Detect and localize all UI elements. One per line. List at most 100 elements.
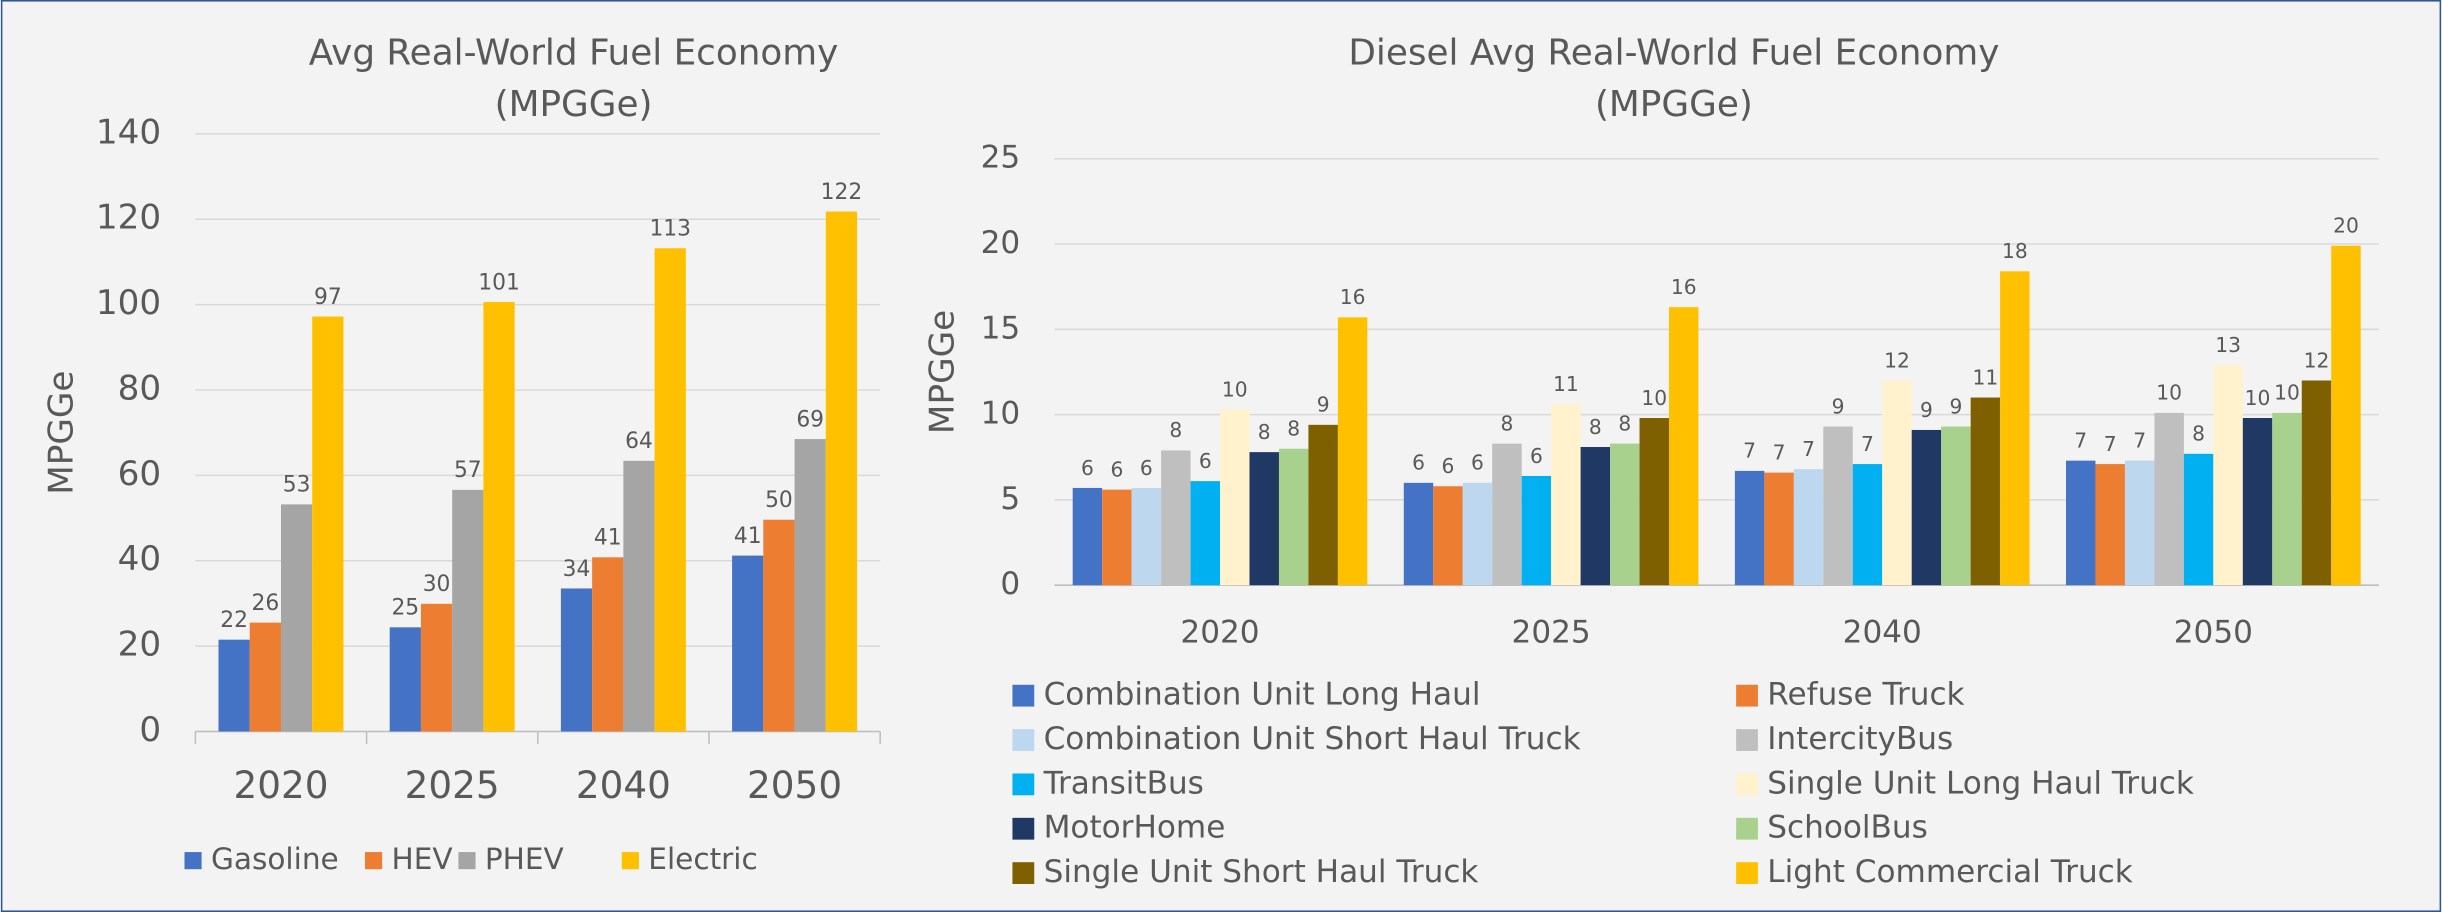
data-label: 53 — [283, 473, 311, 498]
data-label: 30 — [423, 572, 451, 597]
legend-label: SchoolBus — [1767, 810, 1928, 846]
data-label: 97 — [314, 285, 342, 310]
legend-swatch — [1012, 862, 1035, 884]
data-label: 34 — [563, 557, 591, 582]
data-label: 8 — [1618, 411, 1631, 435]
y-tick-label: 100 — [96, 283, 161, 323]
legend-swatch — [458, 852, 476, 870]
bar — [1072, 487, 1103, 586]
x-tick-label: 2040 — [1843, 614, 1922, 650]
data-label: 6 — [1081, 456, 1094, 480]
data-label: 9 — [1920, 398, 1933, 422]
data-label: 10 — [2245, 386, 2271, 410]
legend-label: Combination Unit Long Haul — [1044, 677, 1481, 713]
bar — [1941, 426, 1971, 586]
y-tick-label: 60 — [118, 454, 162, 494]
bar — [2213, 365, 2243, 586]
y-axis-label: MPGGe — [922, 310, 962, 434]
bar — [452, 489, 484, 732]
legend-label: Single Unit Short Haul Truck — [1044, 854, 1479, 890]
legend-label: PHEV — [485, 842, 564, 876]
bar — [1793, 469, 1824, 586]
bar — [2095, 464, 2125, 586]
bar — [1734, 470, 1765, 586]
bar — [1190, 481, 1221, 586]
y-axis-label: MPGGe — [42, 371, 82, 495]
data-label: 64 — [625, 429, 653, 454]
data-label: 26 — [252, 591, 280, 616]
x-tick-label: 2050 — [2174, 614, 2253, 650]
legend-swatch — [1012, 817, 1035, 840]
legend-label: IntercityBus — [1767, 721, 1953, 757]
bar — [794, 439, 826, 732]
bar — [1669, 307, 1699, 586]
y-tick-label: 80 — [118, 368, 162, 408]
data-label: 10 — [1641, 386, 1667, 410]
legend-label: Refuse Truck — [1767, 677, 1964, 713]
data-label: 22 — [220, 608, 248, 633]
data-label: 50 — [765, 488, 793, 513]
data-label: 25 — [391, 596, 419, 621]
bar — [1102, 489, 1132, 586]
data-label: 69 — [796, 407, 824, 432]
bar — [560, 588, 593, 732]
y-tick-label: 5 — [1000, 481, 1020, 517]
data-label: 7 — [1773, 440, 1786, 464]
data-label: 6 — [1110, 457, 1123, 481]
legend-swatch — [184, 852, 202, 870]
x-tick-label: 2040 — [576, 763, 671, 807]
bar — [218, 639, 250, 732]
data-label: 41 — [734, 524, 762, 549]
data-label: 16 — [1340, 285, 1366, 309]
x-tick-label: 2020 — [233, 763, 328, 807]
bar — [592, 557, 624, 732]
data-label: 57 — [454, 458, 482, 483]
data-label: 122 — [821, 180, 863, 205]
data-label: 10 — [1222, 377, 1248, 401]
bar — [1337, 317, 1368, 586]
bar — [2301, 380, 2332, 586]
data-label: 6 — [1199, 449, 1212, 473]
bar — [825, 211, 858, 732]
data-label: 6 — [1140, 456, 1153, 480]
bar — [1852, 464, 1883, 586]
data-label: 8 — [1589, 415, 1602, 439]
bar — [2000, 271, 2030, 586]
bar — [1610, 443, 1640, 586]
legend-swatch — [1736, 862, 1758, 884]
data-label: 7 — [2104, 432, 2117, 456]
data-label: 8 — [1258, 420, 1271, 444]
x-tick-label: 2025 — [405, 763, 500, 807]
x-tick-label: 2020 — [1180, 614, 1259, 650]
data-label: 12 — [1884, 348, 1910, 372]
data-label: 16 — [1671, 275, 1697, 299]
bar — [654, 248, 686, 732]
legend-swatch — [1012, 684, 1035, 707]
legend-label: Gasoline — [211, 842, 339, 876]
bar — [2066, 460, 2096, 586]
bar — [2154, 412, 2184, 586]
data-label: 8 — [1287, 417, 1300, 441]
bar — [1580, 447, 1611, 586]
bar — [1161, 450, 1191, 586]
bar — [1249, 452, 1279, 586]
bar — [1403, 482, 1434, 586]
data-label: 12 — [2304, 348, 2330, 372]
bar — [2183, 453, 2214, 586]
chart-title: Diesel Avg Real-World Fuel Economy — [1348, 32, 1999, 73]
data-label: 9 — [1832, 394, 1845, 418]
bar — [732, 555, 764, 732]
data-label: 101 — [478, 270, 520, 295]
y-tick-label: 40 — [118, 539, 162, 579]
data-label: 7 — [1861, 432, 1874, 456]
bar — [763, 519, 795, 732]
data-label: 6 — [1471, 451, 1484, 475]
bar — [1220, 409, 1250, 586]
y-tick-label: 15 — [981, 310, 1021, 346]
y-tick-label: 25 — [981, 140, 1021, 176]
chart-title: Avg Real-World Fuel Economy — [309, 32, 839, 73]
data-label: 18 — [2002, 239, 2028, 263]
data-label: 13 — [2215, 333, 2241, 357]
legend-swatch — [1736, 684, 1758, 707]
